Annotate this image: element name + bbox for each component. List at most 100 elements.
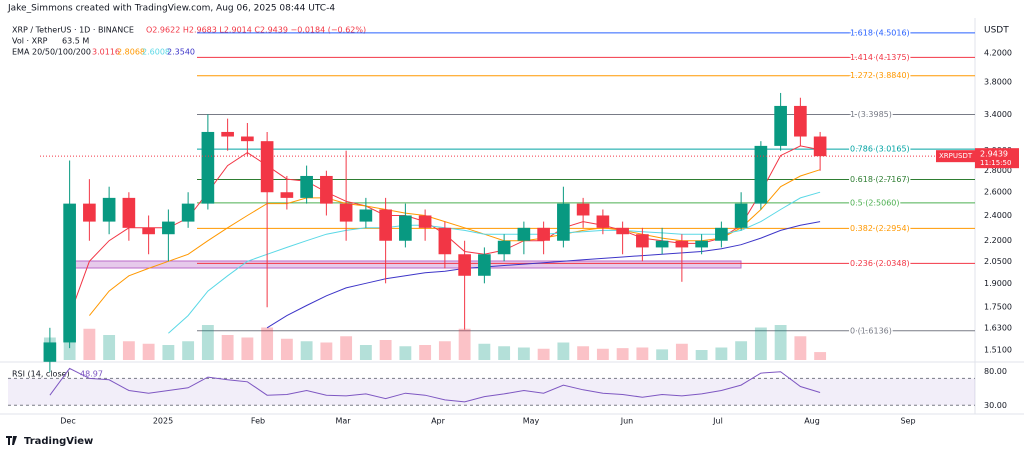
ema-line <box>168 191 821 334</box>
candle-body <box>43 342 57 362</box>
x-tick-label: Dec <box>60 417 75 426</box>
axis-unit: USDT <box>984 26 1009 36</box>
candle-body <box>655 240 669 248</box>
candle-body <box>379 209 392 241</box>
volume-bar <box>596 348 609 360</box>
volume-bar <box>557 342 570 360</box>
volume-bar <box>221 335 234 360</box>
candle-body <box>418 215 432 228</box>
volume-bar <box>735 341 748 360</box>
x-tick-label: Feb <box>251 417 265 426</box>
volume-bar <box>280 338 293 360</box>
fib-label: 0.236 (2.0348) <box>850 259 910 268</box>
volume-bar <box>122 341 135 360</box>
x-tick-label: Mar <box>335 417 351 426</box>
volume-bar <box>517 347 530 360</box>
price-countdown: 11:15:50 <box>980 159 1011 167</box>
x-tick-label: Sep <box>900 417 915 426</box>
fib-label: 0.5 (2.5060) <box>850 198 900 207</box>
volume-bar <box>142 343 155 360</box>
candle-body <box>359 209 373 222</box>
candle-body <box>241 136 254 142</box>
candle-body <box>221 131 234 137</box>
volume-bar <box>636 347 649 360</box>
fib-label: 1.414 (4.1375) <box>850 53 910 62</box>
candle-body <box>774 105 787 146</box>
y-tick-label: 2.4000 <box>984 211 1012 220</box>
price-tag-name: XRPUSDT <box>939 152 973 160</box>
legend-ohlc: O2.9622 H2.9683 L2.9014 C2.9439 −0.0184 … <box>146 26 366 35</box>
volume-bar <box>419 345 432 360</box>
candle-body <box>102 197 116 222</box>
rsi-last: 48.97 <box>80 370 103 379</box>
fib-label: 1.272 (3.8840) <box>850 71 910 80</box>
volume-bar <box>774 325 787 360</box>
volume-bar <box>201 325 214 360</box>
volume-bar <box>359 345 372 360</box>
price-label-bg <box>975 148 1019 169</box>
y-tick-label: 2.8000 <box>984 166 1012 175</box>
volume-bar <box>241 337 254 360</box>
fib-label: 0.786 (3.0165) <box>850 145 910 154</box>
fib-label: 0.618 (2.7167) <box>850 175 910 184</box>
candle-body <box>734 203 748 228</box>
volume-bar <box>399 346 412 360</box>
candle-body <box>63 203 76 343</box>
candle-body <box>320 175 333 204</box>
candle-body <box>695 240 708 248</box>
legend-symbol: XRP / TetherUS · 1D · BINANCE <box>12 26 134 35</box>
candle-body <box>399 215 412 241</box>
volume-bar <box>754 327 767 360</box>
volume-bar <box>656 349 669 360</box>
y-tick-label: 1.9000 <box>984 279 1012 288</box>
rsi-band <box>8 378 975 406</box>
candle-body <box>517 227 531 241</box>
x-tick-label: May <box>523 417 540 426</box>
footer-brand: TradingView <box>24 436 93 447</box>
volume-bar <box>182 341 195 360</box>
candle-body <box>142 227 155 235</box>
volume-bar <box>300 341 313 360</box>
volume-bar <box>340 336 353 360</box>
y-tick-label: 4.2000 <box>984 48 1012 57</box>
author-line: Jake_Simmons created with TradingView.co… <box>7 4 335 14</box>
volume-bar <box>438 341 451 360</box>
x-tick-label: Jun <box>620 417 634 426</box>
y-tick-label: 1.7500 <box>984 303 1012 312</box>
candle-body <box>83 203 96 222</box>
candle-body <box>794 105 807 137</box>
candle-body <box>339 203 353 222</box>
volume-bar <box>616 348 629 360</box>
volume-bar <box>537 348 550 360</box>
candle-body <box>260 141 274 193</box>
ema-last-value: 2.3540 <box>167 48 195 57</box>
fib-label: 0.382 (2.2954) <box>850 224 910 233</box>
ema-last-value: 2.6008 <box>142 48 170 57</box>
y-tick-label: 2.6000 <box>984 188 1012 197</box>
ema-last-value: 3.0116 <box>92 48 120 57</box>
candle-body <box>300 175 313 198</box>
candle-body <box>675 240 689 248</box>
candle-body <box>754 145 768 204</box>
x-tick-label: 2025 <box>153 417 173 426</box>
y-tick-label: 2.0500 <box>984 257 1012 266</box>
footer-logo <box>6 436 17 445</box>
volume-bar <box>379 340 392 360</box>
y-tick-label: 3.4000 <box>984 110 1012 119</box>
candle-body <box>576 203 590 216</box>
volume-bar <box>498 346 511 360</box>
candle-body <box>557 203 570 241</box>
candle-body <box>813 136 827 157</box>
candle-body <box>280 192 294 198</box>
volume-bar <box>458 328 471 360</box>
x-tick-label: Apr <box>431 417 446 426</box>
rsi-tick-label: 80.00 <box>984 367 1007 376</box>
price-tag-bg <box>936 150 975 163</box>
rsi-tick-label: 30.00 <box>984 401 1007 410</box>
x-tick-label: Jul <box>712 417 723 426</box>
candle-body <box>162 221 175 235</box>
ema-last-value: 2.8068 <box>117 48 145 57</box>
volume-bar <box>261 327 274 360</box>
y-tick-label: 1.6300 <box>984 323 1012 332</box>
